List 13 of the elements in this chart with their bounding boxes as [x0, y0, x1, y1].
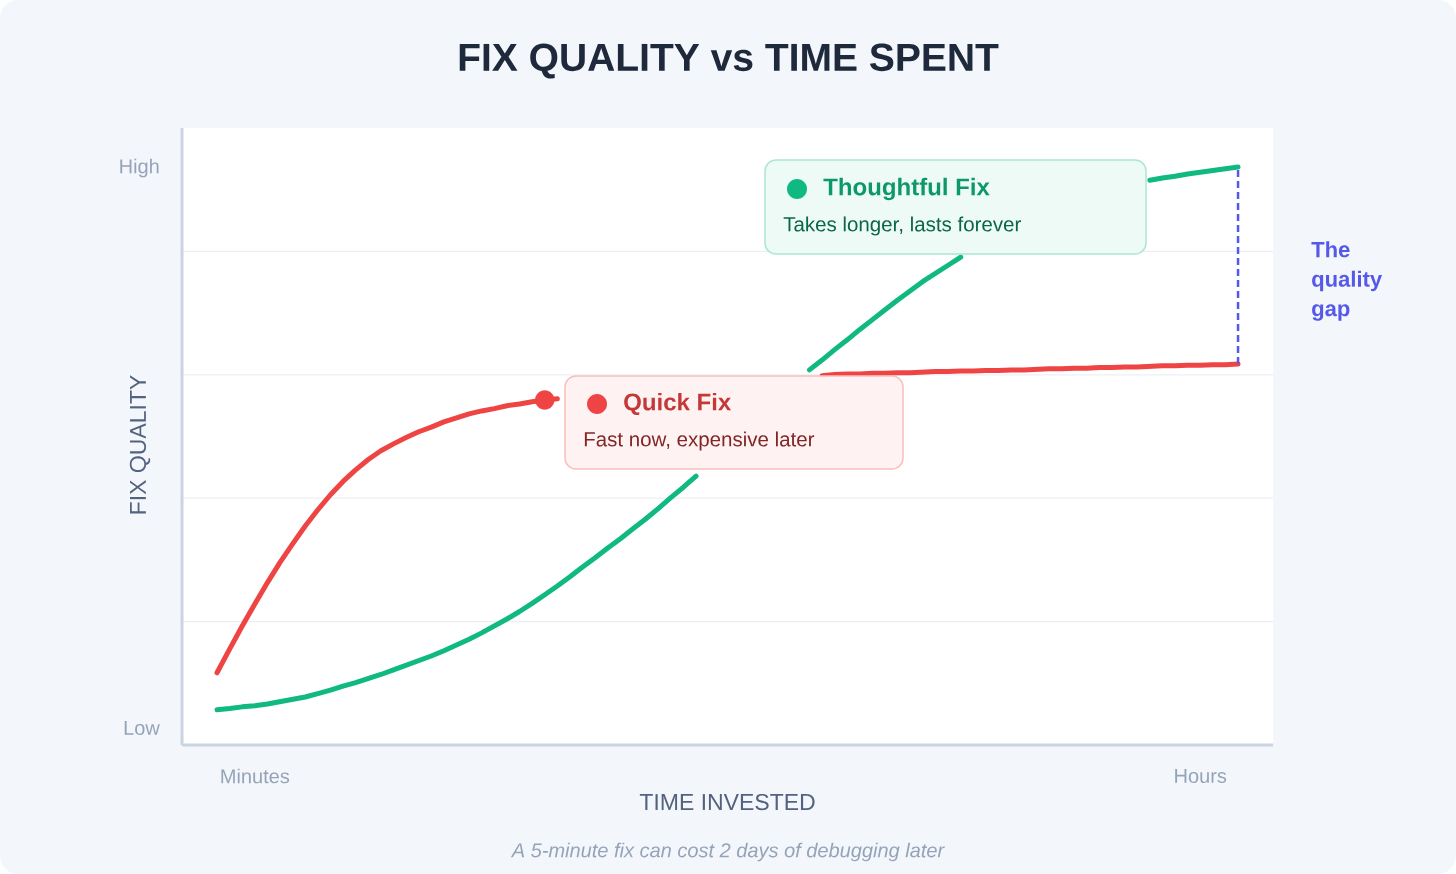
x-axis-title: TIME INVESTED — [639, 793, 815, 811]
x-tick-label: Minutes — [221, 768, 290, 784]
text: The quality gap — [1311, 241, 1383, 321]
text: Low — [124, 721, 160, 735]
annotation: Takes longer, lasts forever — [783, 216, 1021, 236]
text: High — [120, 158, 159, 178]
text: A 5-minute fix can cost 2 days of debugging later — [510, 842, 945, 862]
x-tick-label: Hours — [1175, 769, 1227, 783]
annotation: Fast now, expensive later — [584, 431, 815, 451]
chart-title: FIX QUALITY vs TIME SPENT — [459, 43, 999, 79]
legend-label: Thoughtful Fix — [823, 177, 990, 201]
y-axis-title: FIX QUALITY — [129, 375, 151, 514]
legend-label: Quick Fix — [624, 392, 732, 416]
